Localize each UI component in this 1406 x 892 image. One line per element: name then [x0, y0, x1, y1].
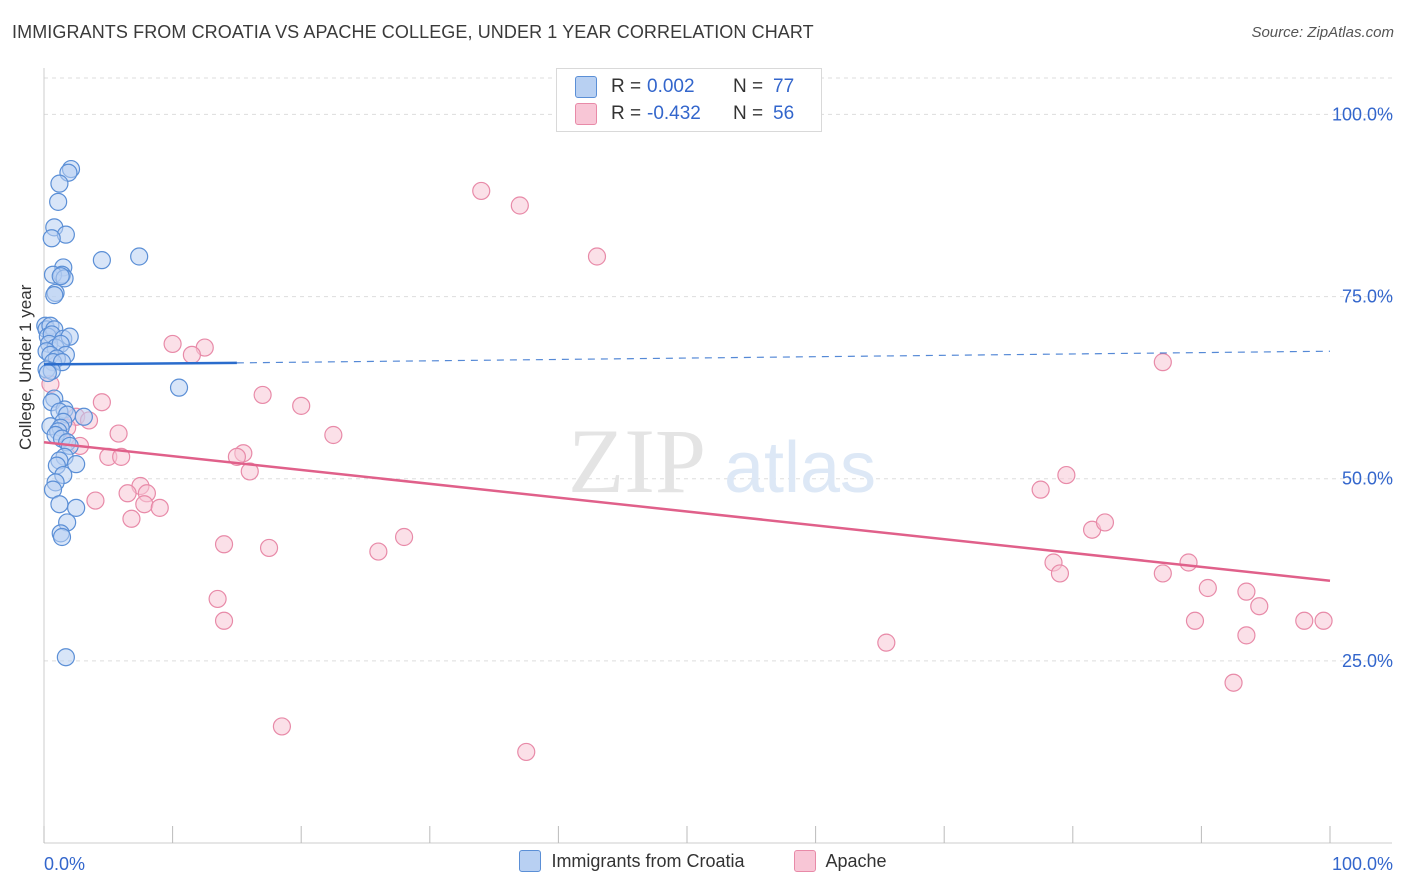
x-tick-label: 0.0% — [44, 854, 85, 874]
stats-r-value: -0.432 — [647, 103, 701, 124]
apache-point — [369, 542, 388, 561]
stats-n-value: 77 — [773, 76, 795, 97]
apache-point — [135, 495, 154, 514]
apache-point — [122, 509, 141, 528]
croatia-point — [169, 378, 189, 397]
apache-point — [150, 498, 169, 517]
apache-point — [472, 181, 491, 201]
apache-point — [109, 424, 128, 443]
apache-point — [1050, 564, 1070, 583]
apache-point — [292, 396, 311, 415]
croatia-point — [130, 247, 149, 266]
apache-point — [240, 462, 259, 481]
apache-point — [587, 247, 607, 266]
apache-point — [214, 611, 234, 630]
apache-point — [510, 196, 529, 215]
stats-row-apache: R = -0.432 N = 56 — [575, 102, 794, 126]
croatia-point — [42, 229, 61, 248]
watermark-zip: ZIP — [568, 410, 706, 512]
legend-label-croatia: Immigrants from Croatia — [551, 850, 745, 871]
apache-point — [517, 742, 536, 762]
apache-point — [1237, 626, 1256, 645]
apache-point — [272, 717, 292, 736]
apache-point — [324, 425, 343, 445]
apache-point — [1179, 553, 1198, 572]
apache-point — [1031, 480, 1050, 499]
croatia-point — [38, 363, 57, 383]
apache-point — [208, 589, 227, 609]
apache-point — [877, 633, 896, 652]
apache-point — [1224, 673, 1243, 692]
croatia-point — [45, 286, 64, 305]
stats-r-label: R = — [611, 103, 642, 124]
legend-swatch-apache — [793, 850, 816, 872]
apache-point — [112, 447, 131, 466]
apache-trend-line — [43, 441, 1331, 582]
chart-title: IMMIGRANTS FROM CROATIA VS APACHE COLLEG… — [12, 22, 814, 42]
legend-label-apache: Apache — [825, 850, 887, 871]
apache-point — [86, 491, 105, 510]
apache-point — [1295, 611, 1314, 630]
croatia-point — [67, 455, 86, 474]
stats-r-label: R = — [611, 76, 642, 97]
apache-point — [227, 447, 246, 466]
apache-point — [92, 393, 111, 412]
croatia-trend-line — [43, 361, 237, 366]
apache-point — [394, 527, 414, 547]
croatia-point — [50, 174, 69, 193]
apache-point — [1198, 578, 1217, 598]
legend: Immigrants from Croatia Apache — [0, 850, 1406, 877]
apache-point — [1057, 465, 1076, 485]
stats-r-value: 0.002 — [647, 76, 695, 97]
apache-point — [1153, 564, 1172, 583]
source-label: Source: ZipAtlas.com — [1251, 24, 1394, 41]
stats-swatch-croatia — [575, 76, 597, 98]
stats-n-label: N = — [733, 76, 764, 97]
croatia-point — [56, 648, 75, 667]
apache-point — [1153, 353, 1172, 372]
croatia-point — [74, 407, 93, 426]
apache-point — [1237, 582, 1256, 601]
legend-item-croatia[interactable]: Immigrants from Croatia — [519, 850, 744, 872]
apache-point — [214, 535, 234, 554]
legend-swatch-croatia — [519, 850, 542, 872]
croatia-trend-extension — [236, 350, 1331, 364]
x-tick-label: 100.0% — [1332, 854, 1393, 874]
watermark-atlas: atlas — [724, 428, 876, 508]
stats-swatch-apache — [575, 103, 597, 125]
apache-point — [1314, 611, 1333, 630]
legend-item-apache[interactable]: Apache — [793, 850, 887, 872]
stats-box: R = 0.002 N = 77 R = -0.432 N = 56 — [556, 68, 822, 132]
croatia-point — [52, 527, 72, 547]
stats-row-croatia: R = 0.002 N = 77 — [575, 75, 794, 99]
croatia-point — [49, 192, 68, 211]
apache-point — [259, 538, 279, 558]
stats-n-label: N = — [733, 103, 764, 124]
apache-point — [182, 345, 201, 364]
apache-point — [1250, 597, 1269, 616]
y-tick-label: 50.0% — [1342, 469, 1393, 489]
apache-point — [253, 385, 272, 405]
croatia-point — [67, 498, 86, 517]
apache-point — [1095, 513, 1115, 532]
apache-point — [118, 484, 137, 503]
y-tick-label: 75.0% — [1342, 287, 1393, 307]
stats-n-value: 56 — [773, 103, 795, 124]
apache-point — [163, 334, 182, 354]
croatia-point — [51, 267, 70, 286]
y-tick-label: 100.0% — [1332, 104, 1393, 124]
y-tick-label: 25.0% — [1342, 651, 1393, 671]
croatia-point — [50, 495, 69, 514]
croatia-point — [92, 251, 111, 270]
apache-point — [1185, 611, 1205, 630]
